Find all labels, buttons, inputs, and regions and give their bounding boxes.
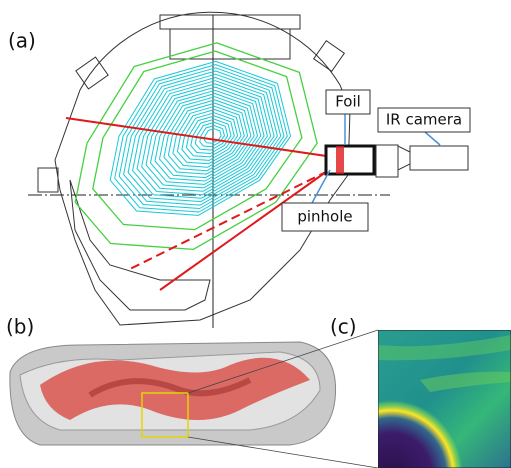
plasma-contours (75, 43, 317, 250)
camera-label: IR camera (386, 111, 462, 129)
device-render (10, 330, 378, 468)
foil-label: Foil (335, 93, 361, 111)
ir-image (378, 330, 511, 468)
figure: Foil IR camera pinhole (a) (b) (c) (0, 0, 511, 468)
panel-label: (c) (330, 315, 357, 339)
pinhole-label: pinhole (297, 208, 352, 226)
panel-label: (a) (8, 29, 36, 53)
panel-label: (b) (6, 315, 34, 339)
